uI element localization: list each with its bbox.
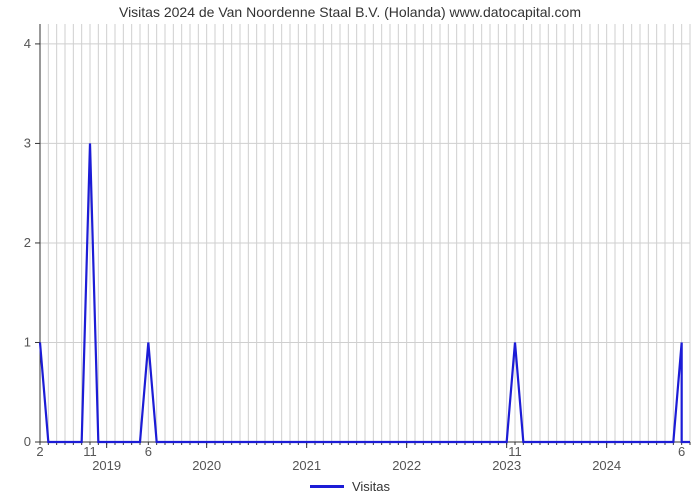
- svg-text:4: 4: [24, 36, 31, 51]
- svg-text:2: 2: [36, 444, 43, 459]
- svg-text:2022: 2022: [392, 458, 421, 473]
- svg-text:2023: 2023: [492, 458, 521, 473]
- svg-text:2024: 2024: [592, 458, 621, 473]
- svg-text:2019: 2019: [92, 458, 121, 473]
- svg-text:6: 6: [678, 444, 685, 459]
- legend-line: [310, 485, 344, 488]
- legend-label: Visitas: [352, 479, 390, 494]
- svg-text:2021: 2021: [292, 458, 321, 473]
- svg-text:11: 11: [508, 444, 522, 459]
- svg-text:3: 3: [24, 135, 31, 150]
- chart-container: { "chart": { "type": "line", "title": "V…: [0, 0, 700, 500]
- svg-text:0: 0: [24, 434, 31, 449]
- svg-text:2: 2: [24, 235, 31, 250]
- svg-text:11: 11: [83, 444, 97, 459]
- chart-legend: Visitas: [0, 478, 700, 494]
- chart-plot-svg: 0 1 2 3 4 2019 2020 2021 2022 2023 2024 2 11 6 11 6: [0, 0, 700, 500]
- svg-text:2020: 2020: [192, 458, 221, 473]
- svg-text:6: 6: [145, 444, 152, 459]
- svg-text:1: 1: [24, 334, 31, 349]
